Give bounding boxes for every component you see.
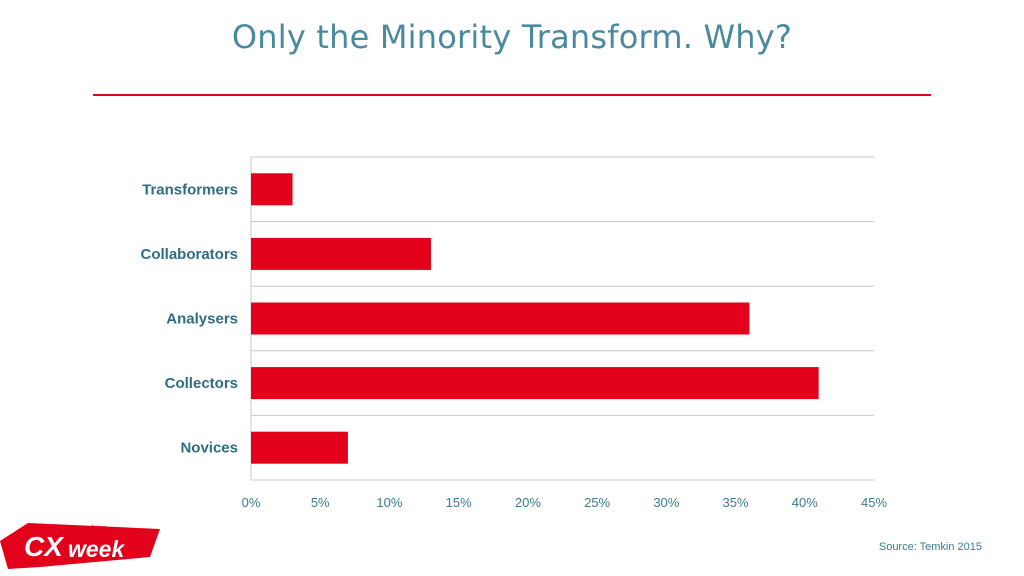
x-tick-label: 10%	[376, 495, 402, 510]
logo-qualtrics-text: qualtrics	[80, 525, 107, 532]
x-tick-label: 25%	[584, 495, 610, 510]
bar-collectors	[251, 367, 819, 400]
x-tick-label: 0%	[242, 495, 261, 510]
bar-analysers	[251, 302, 750, 335]
logo-week-text: week	[68, 536, 125, 562]
x-tick-label: 5%	[311, 495, 330, 510]
category-label: Novices	[180, 440, 238, 457]
x-tick-label: 15%	[446, 495, 472, 510]
category-label: Transformers	[142, 181, 238, 198]
category-label: Collaborators	[140, 246, 238, 263]
x-tick-label: 45%	[861, 495, 887, 510]
x-tick-label: 20%	[515, 495, 541, 510]
x-tick-label: 40%	[792, 495, 818, 510]
x-tick-label: 35%	[723, 495, 749, 510]
category-label: Collectors	[165, 375, 238, 392]
x-tick-label: 30%	[653, 495, 679, 510]
bar-transformers	[251, 173, 293, 206]
logo-cx-text: CX	[24, 531, 65, 562]
category-label: Analysers	[166, 311, 238, 328]
bar-collaborators	[251, 237, 431, 270]
logo-badge	[0, 523, 160, 569]
title-divider	[93, 94, 931, 96]
slide-title: Only the Minority Transform. Why?	[231, 18, 793, 56]
cxweek-logo: CX week qualtrics	[0, 523, 160, 569]
bar-novices	[251, 431, 348, 464]
source-note: Source: Temkin 2015	[878, 541, 982, 553]
